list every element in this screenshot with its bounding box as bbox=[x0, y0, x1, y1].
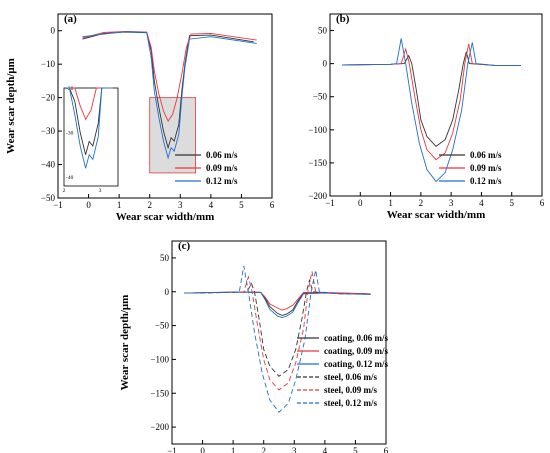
legend-label: 0.12 m/s bbox=[470, 176, 502, 186]
y-tick-label: 0 bbox=[165, 287, 170, 297]
inset-series-line bbox=[65, 87, 111, 169]
series-line bbox=[184, 291, 371, 311]
x-tick-label: −1 bbox=[167, 446, 177, 453]
y-tick-label: −30 bbox=[41, 126, 56, 136]
x-tick-label: 4 bbox=[323, 446, 328, 453]
plot-frame bbox=[57, 13, 273, 199]
x-tick-label: −1 bbox=[53, 200, 63, 210]
x-tick-label: 5 bbox=[509, 198, 514, 208]
legend: 0.06 m/s 0.09 m/s 0.12 m/s bbox=[439, 150, 502, 186]
zoom-region bbox=[149, 97, 196, 174]
legend: 0.06 m/s 0.09 m/s 0.12 m/s bbox=[175, 150, 238, 186]
x-tick-label: 3 bbox=[292, 446, 297, 453]
x-tick-label: 0 bbox=[200, 446, 205, 453]
x-tick-label: 1 bbox=[231, 446, 236, 453]
series-line bbox=[342, 38, 521, 183]
legend-label: steel, 0.12 m/s bbox=[324, 398, 377, 408]
legend-label: 0.09 m/s bbox=[470, 163, 502, 173]
x-tick-label: 2 bbox=[147, 200, 152, 210]
x-tick-label: 3 bbox=[449, 198, 454, 208]
y-tick-label: 50 bbox=[318, 26, 328, 36]
y-tick-label: −150 bbox=[308, 158, 327, 168]
x-tick-label: 1 bbox=[117, 200, 122, 210]
series-line bbox=[184, 291, 368, 316]
y-tick-label: 50 bbox=[160, 253, 170, 263]
x-tick-label: −1 bbox=[325, 198, 335, 208]
x-tick-label: 5 bbox=[239, 200, 244, 210]
series-line bbox=[184, 265, 365, 413]
inset-x-tick-label: 2 bbox=[63, 188, 66, 194]
legend: coating, 0.06 m/s coating, 0.09 m/s coatin… bbox=[297, 333, 388, 408]
y-tick-label: 0 bbox=[51, 26, 56, 36]
y-tick-label: −40 bbox=[41, 160, 56, 170]
legend-label: 0.09 m/s bbox=[206, 163, 238, 173]
x-tick-label: 3 bbox=[178, 200, 183, 210]
x-axis-title: Wear scar width/mm bbox=[387, 209, 486, 221]
y-tick-label: −200 bbox=[150, 422, 169, 432]
panel-tag: (a) bbox=[64, 13, 77, 25]
legend-label: coating, 0.12 m/s bbox=[324, 359, 388, 369]
inset: 2 3-20-30-40 bbox=[63, 86, 119, 194]
y-tick-label: 0 bbox=[323, 59, 328, 69]
series-line bbox=[342, 51, 521, 148]
panel-tag: (b) bbox=[336, 13, 350, 25]
panel-tag: (c) bbox=[178, 240, 191, 252]
legend-label: 0.06 m/s bbox=[206, 150, 238, 160]
x-tick-label: 5 bbox=[353, 446, 358, 453]
inset-x-tick-label: 3 bbox=[99, 188, 102, 194]
panel-a: −1 0 1 2 3 4 5 60−10−20−30−40−50(a)Wear scar wi… bbox=[5, 13, 275, 223]
x-tick-label: 2 bbox=[419, 198, 424, 208]
x-tick-label: 4 bbox=[209, 200, 214, 210]
panel-b: −1 0 1 2 3 4 5 6 50 0 −50 −100 −150 −200 (b) Wear scar … bbox=[308, 13, 544, 221]
legend-label: coating, 0.09 m/s bbox=[324, 346, 388, 356]
x-tick-label: 2 bbox=[261, 446, 266, 453]
y-tick-label: −50 bbox=[155, 321, 170, 331]
series-line bbox=[184, 271, 365, 391]
series-line bbox=[82, 31, 257, 160]
plot-frame bbox=[171, 240, 387, 445]
panel-c: −1 0 1 2 3 4 5 6 50 0 −50 −100 −150 −200 (c) Wear scar … bbox=[119, 240, 389, 453]
legend-label: steel, 0.09 m/s bbox=[324, 385, 377, 395]
y-tick-label: −100 bbox=[308, 125, 327, 135]
y-tick-label: −50 bbox=[41, 193, 56, 203]
legend-label: coating, 0.06 m/s bbox=[324, 333, 388, 343]
x-tick-label: 0 bbox=[358, 198, 363, 208]
y-tick-label: −200 bbox=[308, 191, 327, 201]
x-tick-label: 1 bbox=[388, 198, 393, 208]
y-axis-title: Wear scar depth/μm bbox=[119, 295, 131, 391]
x-tick-label: 6 bbox=[384, 446, 389, 453]
x-tick-label: 0 bbox=[86, 200, 91, 210]
plot-frame bbox=[329, 13, 543, 197]
x-tick-label: 6 bbox=[540, 198, 545, 208]
y-tick-label: −20 bbox=[41, 93, 56, 103]
series-line bbox=[184, 279, 365, 377]
y-tick-label: −150 bbox=[150, 388, 169, 398]
y-tick-label: −50 bbox=[313, 92, 328, 102]
inset-y-tick-label: -30 bbox=[66, 131, 74, 137]
inset-y-tick-label: -40 bbox=[66, 175, 74, 181]
legend-label: 0.12 m/s bbox=[206, 176, 238, 186]
legend-label: 0.06 m/s bbox=[470, 150, 502, 160]
y-tick-label: −10 bbox=[41, 59, 56, 69]
legend-label: steel, 0.06 m/s bbox=[324, 372, 377, 382]
y-axis-title: Wear scar depth/μm bbox=[5, 58, 17, 154]
y-tick-label: −100 bbox=[150, 354, 169, 364]
x-tick-label: 4 bbox=[479, 198, 484, 208]
x-axis-title: Wear scar width/mm bbox=[116, 211, 215, 223]
series-line bbox=[342, 43, 521, 161]
x-tick-label: 6 bbox=[270, 200, 275, 210]
